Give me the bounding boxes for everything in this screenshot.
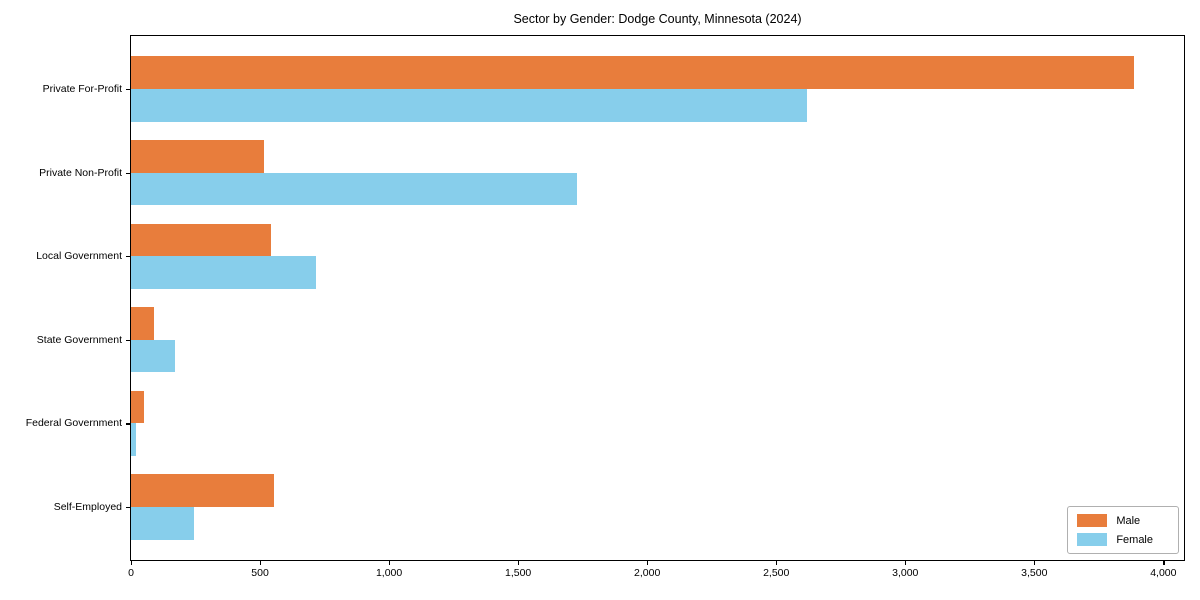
y-axis-tick — [126, 423, 130, 425]
x-axis-label-3-500: 3,500 — [1021, 567, 1048, 579]
bar-male-federal-government — [131, 390, 144, 424]
y-axis-label-local-government: Local Government — [36, 250, 122, 263]
legend-label-male: Male — [1116, 514, 1141, 527]
x-axis-tick — [1034, 561, 1036, 565]
y-axis-tick — [126, 339, 130, 341]
x-axis-tick — [776, 561, 778, 565]
y-axis-tick — [126, 89, 130, 91]
legend-label-female: Female — [1116, 533, 1153, 546]
x-axis-tick — [905, 561, 907, 565]
x-axis-tick — [647, 561, 649, 565]
y-axis-label-state-government: State Government — [36, 333, 122, 346]
bar-female-private-non-profit — [131, 172, 578, 206]
x-axis-tick — [518, 561, 520, 565]
x-axis-tick — [1163, 561, 1165, 565]
bar-male-private-for-profit — [131, 56, 1134, 89]
bar-female-local-government — [131, 256, 317, 289]
bar-female-state-government — [131, 339, 175, 373]
y-axis-tick — [126, 172, 130, 174]
bar-male-state-government — [131, 307, 155, 340]
male-series-swatch — [1077, 514, 1108, 527]
x-axis-label-0: 0 — [128, 567, 134, 579]
bar-male-local-government — [131, 223, 272, 257]
bar-male-self-employed — [131, 474, 274, 507]
plot-area: Male Female — [130, 35, 1185, 561]
bar-female-private-for-profit — [131, 89, 807, 122]
bar-female-self-employed — [131, 507, 195, 540]
x-axis-label-500: 500 — [251, 567, 269, 579]
y-axis-label-private-non-profit: Private Non-Profit — [39, 166, 122, 179]
x-axis-tick — [131, 561, 133, 565]
legend-entry-male: Male — [1077, 514, 1169, 527]
female-series-swatch — [1077, 533, 1108, 546]
x-axis-label-1-500: 1,500 — [504, 567, 532, 579]
y-axis-label-federal-government: Federal Government — [25, 417, 122, 430]
y-axis-tick — [126, 256, 130, 258]
chart-title: Sector by Gender: Dodge County, Minnesot… — [513, 12, 802, 26]
x-axis-label-1-000: 1,000 — [375, 567, 403, 579]
x-axis-label-4-000: 4,000 — [1150, 567, 1177, 579]
x-axis-tick — [389, 561, 391, 565]
legend-entry-female: Female — [1077, 533, 1169, 546]
x-axis-tick — [260, 561, 262, 565]
y-axis-label-private-for-profit: Private For-Profit — [42, 83, 122, 95]
legend: Male Female — [1067, 506, 1179, 554]
y-axis-label-self-employed: Self-Employed — [53, 501, 122, 513]
y-axis-tick — [126, 507, 130, 509]
x-axis-label-2-000: 2,000 — [634, 567, 661, 579]
bar-female-federal-government — [131, 423, 136, 456]
x-axis-label-2-500: 2,500 — [763, 567, 790, 579]
bar-male-private-non-profit — [131, 139, 265, 173]
x-axis-label-3-000: 3,000 — [892, 567, 919, 579]
